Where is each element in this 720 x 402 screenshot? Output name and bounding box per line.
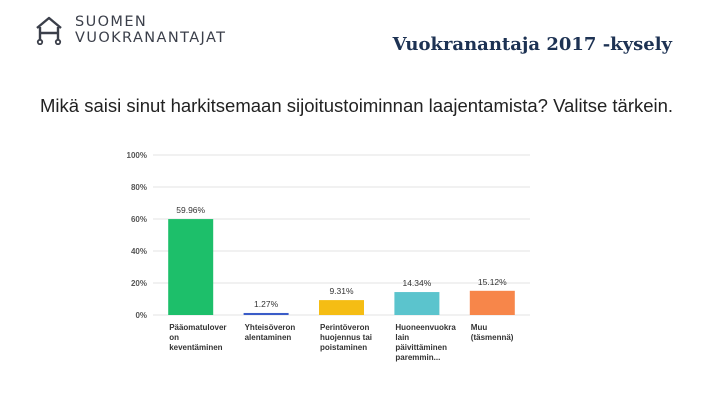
survey-title: Vuokranantaja 2017 -kysely <box>392 34 672 55</box>
data-label: 14.34% <box>402 278 431 288</box>
data-label: 9.31% <box>329 286 354 296</box>
y-tick-label: 100% <box>127 151 147 160</box>
data-label: 1.27% <box>254 299 279 309</box>
logo-line-2: VUOKRANANTAJAT <box>75 30 227 46</box>
data-label: 59.96% <box>176 205 205 215</box>
category-label-line: päivittäminen <box>395 343 447 352</box>
bar <box>168 219 214 315</box>
category-label-line: alentaminen <box>245 333 292 342</box>
y-tick-label: 80% <box>131 183 147 192</box>
bar <box>243 312 289 315</box>
logo: SUOMEN VUOKRANANTAJAT <box>33 14 226 46</box>
house-logo-icon <box>36 16 62 45</box>
category-label: Muu (täsmennä) <box>471 323 514 342</box>
category-label-line: paremmin... <box>395 353 440 362</box>
category-label-line: Pääomatulover <box>169 323 226 332</box>
logo-text: SUOMEN VUOKRANANTAJAT <box>75 14 226 46</box>
category-label-line: on <box>169 333 179 342</box>
category-label-line: lain <box>395 333 409 342</box>
category-label-line: poistaminen <box>320 343 367 352</box>
question-heading: Mikä saisi sinut harkitsemaan sijoitusto… <box>40 95 674 116</box>
y-tick-label: 40% <box>131 247 147 256</box>
logo-line-1: SUOMEN <box>75 14 148 30</box>
category-label: Perintöveron huojennus tai poistaminen <box>320 323 372 352</box>
data-label: 15.12% <box>478 277 507 287</box>
category-label-line: Huoneenvuokra <box>395 323 456 332</box>
y-tick-label: 20% <box>131 279 147 288</box>
bar <box>319 300 364 315</box>
y-tick-label: 0% <box>135 311 147 320</box>
category-label-line: (täsmennä) <box>471 333 514 342</box>
bar <box>469 290 515 315</box>
category-label: Huoneenvuokra lain päivittäminen paremmin..… <box>395 323 456 362</box>
category-label-line: huojennus tai <box>320 333 372 342</box>
category-label-line: Muu <box>471 323 488 332</box>
bar <box>394 292 440 315</box>
category-label-line: Perintöveron <box>320 323 369 332</box>
category-label-line: Yhteisöveron <box>245 323 296 332</box>
y-tick-label: 60% <box>131 215 147 224</box>
category-label-line: keventäminen <box>169 343 222 352</box>
category-label: Pääomatulover on keventäminen <box>169 323 226 352</box>
category-label: Yhteisöveron alentaminen <box>245 323 296 342</box>
